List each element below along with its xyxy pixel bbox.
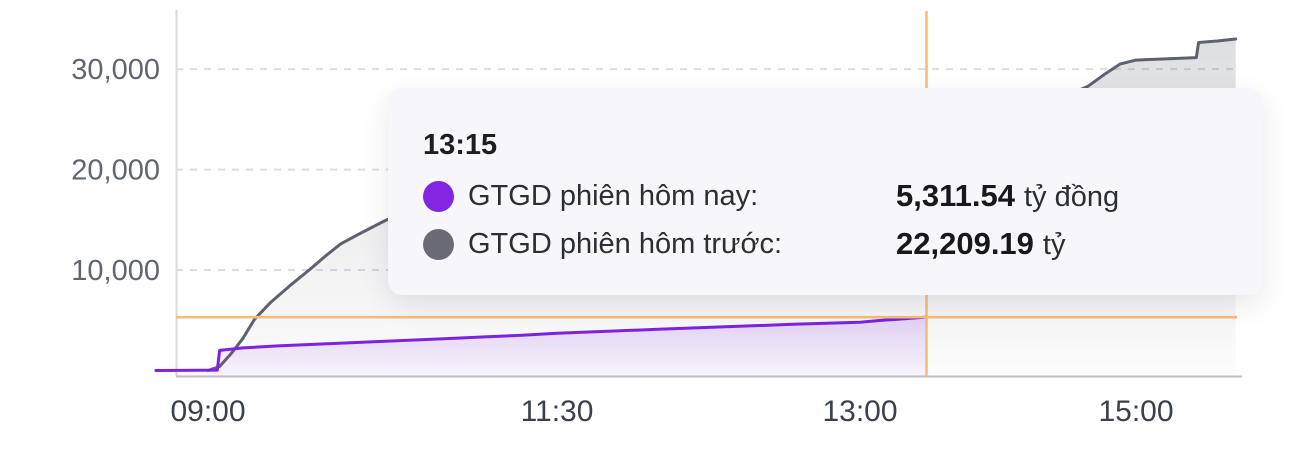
prev-series-unit: tỷ bbox=[1042, 229, 1066, 261]
axis-lines bbox=[175, 10, 1242, 378]
today-line bbox=[154, 315, 928, 372]
chart-tooltip: 13:15 GTGD phiên hôm nay: 5,311.54 tỷ đồ… bbox=[388, 88, 1263, 295]
prev-series-value: 22,209.19 bbox=[896, 226, 1034, 261]
today-series-value-group: 5,311.54 tỷ đồng bbox=[896, 178, 1119, 214]
y-tick-label: 30,000 bbox=[71, 54, 160, 86]
y-tick-label: 10,000 bbox=[71, 255, 160, 287]
x-tick-label: 09:00 bbox=[170, 395, 245, 428]
today-series-marker-dot bbox=[423, 180, 454, 212]
today-session-series bbox=[154, 315, 928, 376]
x-tick-label: 11:30 bbox=[521, 395, 594, 428]
y-axis-labels: 10,000 20,000 30,000 bbox=[71, 54, 160, 287]
prev-series-label: GTGD phiên hôm trước: bbox=[468, 227, 783, 260]
today-area bbox=[156, 317, 927, 376]
today-series-label: GTGD phiên hôm nay: bbox=[468, 179, 759, 212]
prev-series-value-group: 22,209.19 tỷ bbox=[896, 226, 1065, 262]
prev-series-marker-dot bbox=[423, 228, 454, 260]
x-axis-labels: 09:00 11:30 13:00 15:00 bbox=[170, 395, 1173, 428]
tooltip-row-today: GTGD phiên hôm nay: 5,311.54 tỷ đồng bbox=[423, 172, 1233, 220]
tooltip-time: 13:15 bbox=[423, 129, 498, 161]
x-tick-label: 13:00 bbox=[822, 395, 897, 428]
y-tick-label: 20,000 bbox=[71, 155, 160, 187]
today-series-unit: tỷ đồng bbox=[1023, 181, 1120, 213]
today-series-value: 5,311.54 bbox=[896, 178, 1015, 213]
tooltip-row-prev: GTGD phiên hôm trước: 22,209.19 tỷ bbox=[423, 220, 1233, 268]
x-tick-label: 15:00 bbox=[1098, 395, 1173, 428]
